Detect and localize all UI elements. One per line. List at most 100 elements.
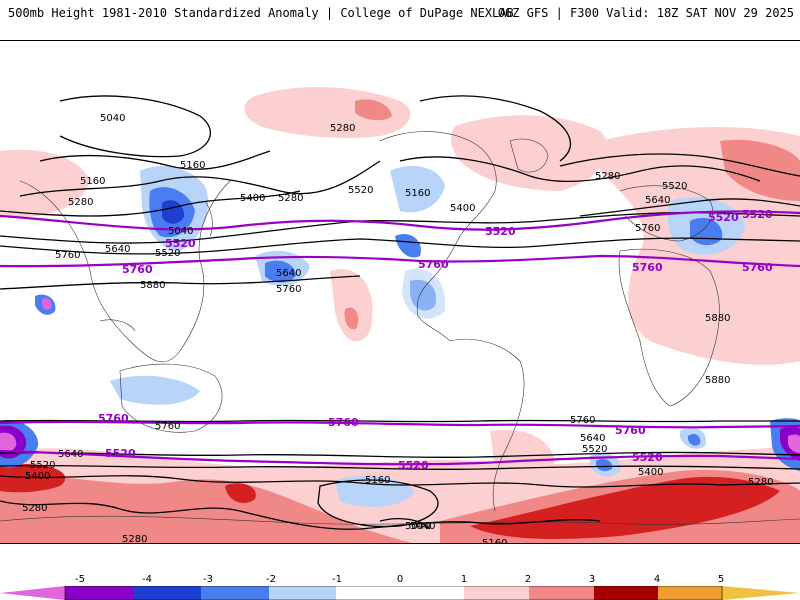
contour-label: 5040 bbox=[168, 226, 193, 237]
coastline-indonesia bbox=[99, 319, 136, 332]
contour-5040-north-east bbox=[419, 95, 572, 162]
contour-label: 5880 bbox=[140, 280, 165, 291]
contour-5520-south bbox=[0, 464, 800, 471]
colorbar-tick: 4 bbox=[654, 574, 660, 585]
highlight-contour-label: 5520 bbox=[398, 459, 429, 472]
coastline-asia-east bbox=[19, 180, 231, 363]
contour-label: 5280 bbox=[278, 193, 303, 204]
contour-label-group: 5040 5160 5280 5400 5520 5640 5760 5880 … bbox=[22, 113, 773, 543]
colorbar-tick-labels: -5 -4 -3 -2 -1 0 1 2 3 4 5 bbox=[75, 574, 724, 585]
colorbar-tick: -2 bbox=[266, 574, 276, 585]
highlight-contours bbox=[0, 210, 800, 466]
colorbar-tick: -4 bbox=[142, 574, 152, 585]
anomaly-neg2-north-pacific bbox=[265, 260, 296, 283]
contour-label: 5040 bbox=[405, 521, 430, 532]
coastline-australia bbox=[119, 363, 223, 433]
contour-5640-south bbox=[0, 451, 800, 459]
highlight-label-group: 5520 5760 5520 5760 5760 5520 5760 5520 … bbox=[98, 208, 773, 472]
colorbar-segment-pos5 bbox=[722, 586, 800, 600]
contour-label: 5640 bbox=[580, 433, 605, 444]
anomaly-colorbar bbox=[0, 586, 800, 600]
coastline-central-america bbox=[417, 315, 451, 342]
anomaly-neg3-south-indian bbox=[688, 433, 701, 446]
colorbar-segment-zero-low bbox=[336, 586, 400, 600]
contour-5280-north-east bbox=[559, 153, 800, 177]
contour-label: 5400 bbox=[638, 467, 663, 478]
contour-label: 5640 bbox=[58, 449, 83, 460]
colorbar-tick: 5 bbox=[718, 574, 724, 585]
contour-label: 5160 bbox=[365, 475, 390, 486]
coastline-north-america bbox=[379, 131, 497, 317]
anomaly-pos2-tropical-pacific bbox=[344, 307, 359, 330]
contour-label: 5760 bbox=[155, 421, 180, 432]
highlight-contour-label: 5760 bbox=[418, 258, 449, 271]
contour-label: 5520 bbox=[348, 185, 373, 196]
colorbar-segment-pos2 bbox=[529, 586, 594, 600]
contour-5760-south bbox=[0, 419, 800, 423]
contour-label: 5280 bbox=[748, 477, 773, 488]
colorbar-tick: -3 bbox=[203, 574, 213, 585]
colorbar-segment-neg5 bbox=[0, 586, 65, 600]
contour-label: 5040 bbox=[410, 521, 435, 532]
contour-label: 5640 bbox=[276, 268, 301, 279]
colorbar-segment-neg4 bbox=[65, 586, 133, 600]
colorbar-tick: 1 bbox=[461, 574, 467, 585]
contour-label: 5160 bbox=[405, 188, 430, 199]
colorbar-tick: 2 bbox=[525, 574, 531, 585]
colorbar-segment-neg3 bbox=[133, 586, 201, 600]
colorbar-segment-pos1 bbox=[464, 586, 529, 600]
highlight-contour-label: 5760 bbox=[632, 261, 663, 274]
coastline-greenland bbox=[509, 138, 549, 173]
anomaly-neg1-gulf bbox=[402, 268, 446, 319]
contour-label: 5640 bbox=[105, 244, 130, 255]
anomaly-neg1-north-america bbox=[390, 166, 445, 213]
colorbar-segment-neg2 bbox=[201, 586, 269, 600]
contour-5160-south bbox=[317, 479, 439, 528]
highlight-contour-label: 5520 bbox=[708, 211, 739, 224]
contour-label: 5280 bbox=[68, 197, 93, 208]
highlight-contour-label: 5760 bbox=[742, 261, 773, 274]
anomaly-neg1-south-pacific bbox=[335, 475, 415, 507]
colorbar-segment-zero-high bbox=[400, 586, 464, 600]
anomaly-neg5-west-edge bbox=[0, 432, 17, 453]
colorbar-tick: -1 bbox=[332, 574, 342, 585]
contour-5280-south bbox=[0, 500, 601, 530]
anomaly-pos1-west-asia bbox=[0, 149, 90, 218]
anomaly-neg2-south-atlantic bbox=[596, 458, 613, 472]
highlight-contour-5760-south bbox=[0, 420, 800, 429]
anomaly-pos3-south-pacific bbox=[225, 483, 256, 503]
anomaly-neg1-australia bbox=[110, 375, 200, 405]
coastline-japan bbox=[204, 200, 213, 237]
highlight-contour-5520-south bbox=[0, 449, 800, 466]
anomaly-map: 5040 5160 5280 5400 5520 5640 5760 5880 … bbox=[0, 86, 800, 543]
colorbar-tick: 3 bbox=[589, 574, 595, 585]
highlight-contour-label: 5760 bbox=[615, 424, 646, 437]
contour-5040-north bbox=[59, 95, 212, 158]
contour-label: 5880 bbox=[705, 313, 730, 324]
contour-label: 5160 bbox=[180, 160, 205, 171]
colorbar-tick: -5 bbox=[75, 574, 85, 585]
contour-label: 5520 bbox=[155, 248, 180, 259]
coastline-europe bbox=[619, 185, 713, 242]
anomaly-neg5-east-edge bbox=[788, 434, 800, 453]
contour-5400-north-east bbox=[579, 198, 800, 217]
colorbar-segment-pos4 bbox=[658, 586, 722, 600]
colorbar-segment-neg1 bbox=[269, 586, 336, 600]
highlight-contour-label: 5760 bbox=[98, 412, 129, 425]
anomaly-neg5-india bbox=[42, 298, 52, 310]
model-run-label: 06Z GFS | F300 Valid: 18Z SAT NOV 29 202… bbox=[497, 6, 794, 20]
coastline-south-america bbox=[449, 338, 525, 512]
highlight-contour-label: 5520 bbox=[485, 225, 516, 238]
highlight-contour-label: 5760 bbox=[122, 263, 153, 276]
contour-5400-north bbox=[0, 190, 301, 217]
map-title: 500mb Height 1981-2010 Standardized Anom… bbox=[8, 6, 514, 20]
contour-label: 5040 bbox=[100, 113, 125, 124]
contour-label: 5280 bbox=[22, 503, 47, 514]
contour-label: 5400 bbox=[240, 193, 265, 204]
map-panel: 5040 5160 5280 5400 5520 5640 5760 5880 … bbox=[0, 40, 800, 544]
highlight-contour-5760-north bbox=[0, 254, 800, 268]
contour-5040-south bbox=[379, 518, 431, 530]
highlight-contour-label: 5520 bbox=[105, 447, 136, 460]
contour-5400-south bbox=[0, 475, 800, 488]
contour-label: 5760 bbox=[55, 250, 80, 261]
